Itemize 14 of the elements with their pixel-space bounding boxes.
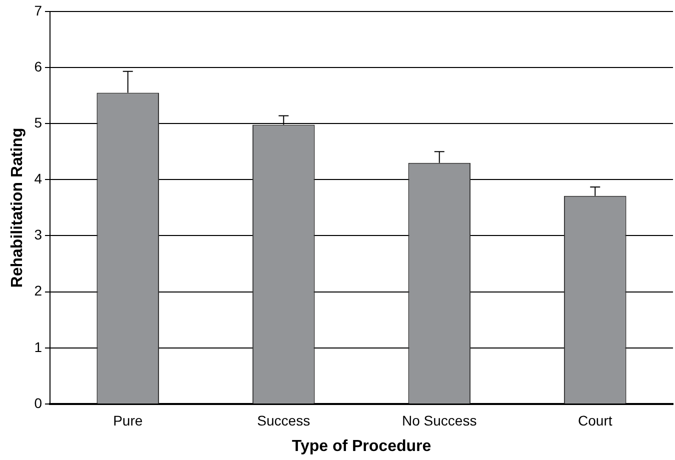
y-tick-label: 4 xyxy=(34,170,42,187)
y-tick-label: 0 xyxy=(34,394,42,411)
y-tick-label: 1 xyxy=(34,338,42,355)
y-tick-label: 5 xyxy=(34,114,42,130)
x-tick-label: Success xyxy=(257,412,310,428)
y-axis-title: Rehabilitation Rating xyxy=(9,128,26,288)
y-tick-label: 7 xyxy=(34,2,42,18)
x-tick-label: No Success xyxy=(402,412,477,428)
x-tick-label: Pure xyxy=(113,412,143,428)
x-tick-label: Court xyxy=(578,412,612,428)
x-axis-title: Type of Procedure xyxy=(292,438,432,455)
y-tick-label: 2 xyxy=(34,282,42,299)
y-tick-label: 6 xyxy=(34,58,42,74)
y-tick-label: 3 xyxy=(34,226,42,243)
